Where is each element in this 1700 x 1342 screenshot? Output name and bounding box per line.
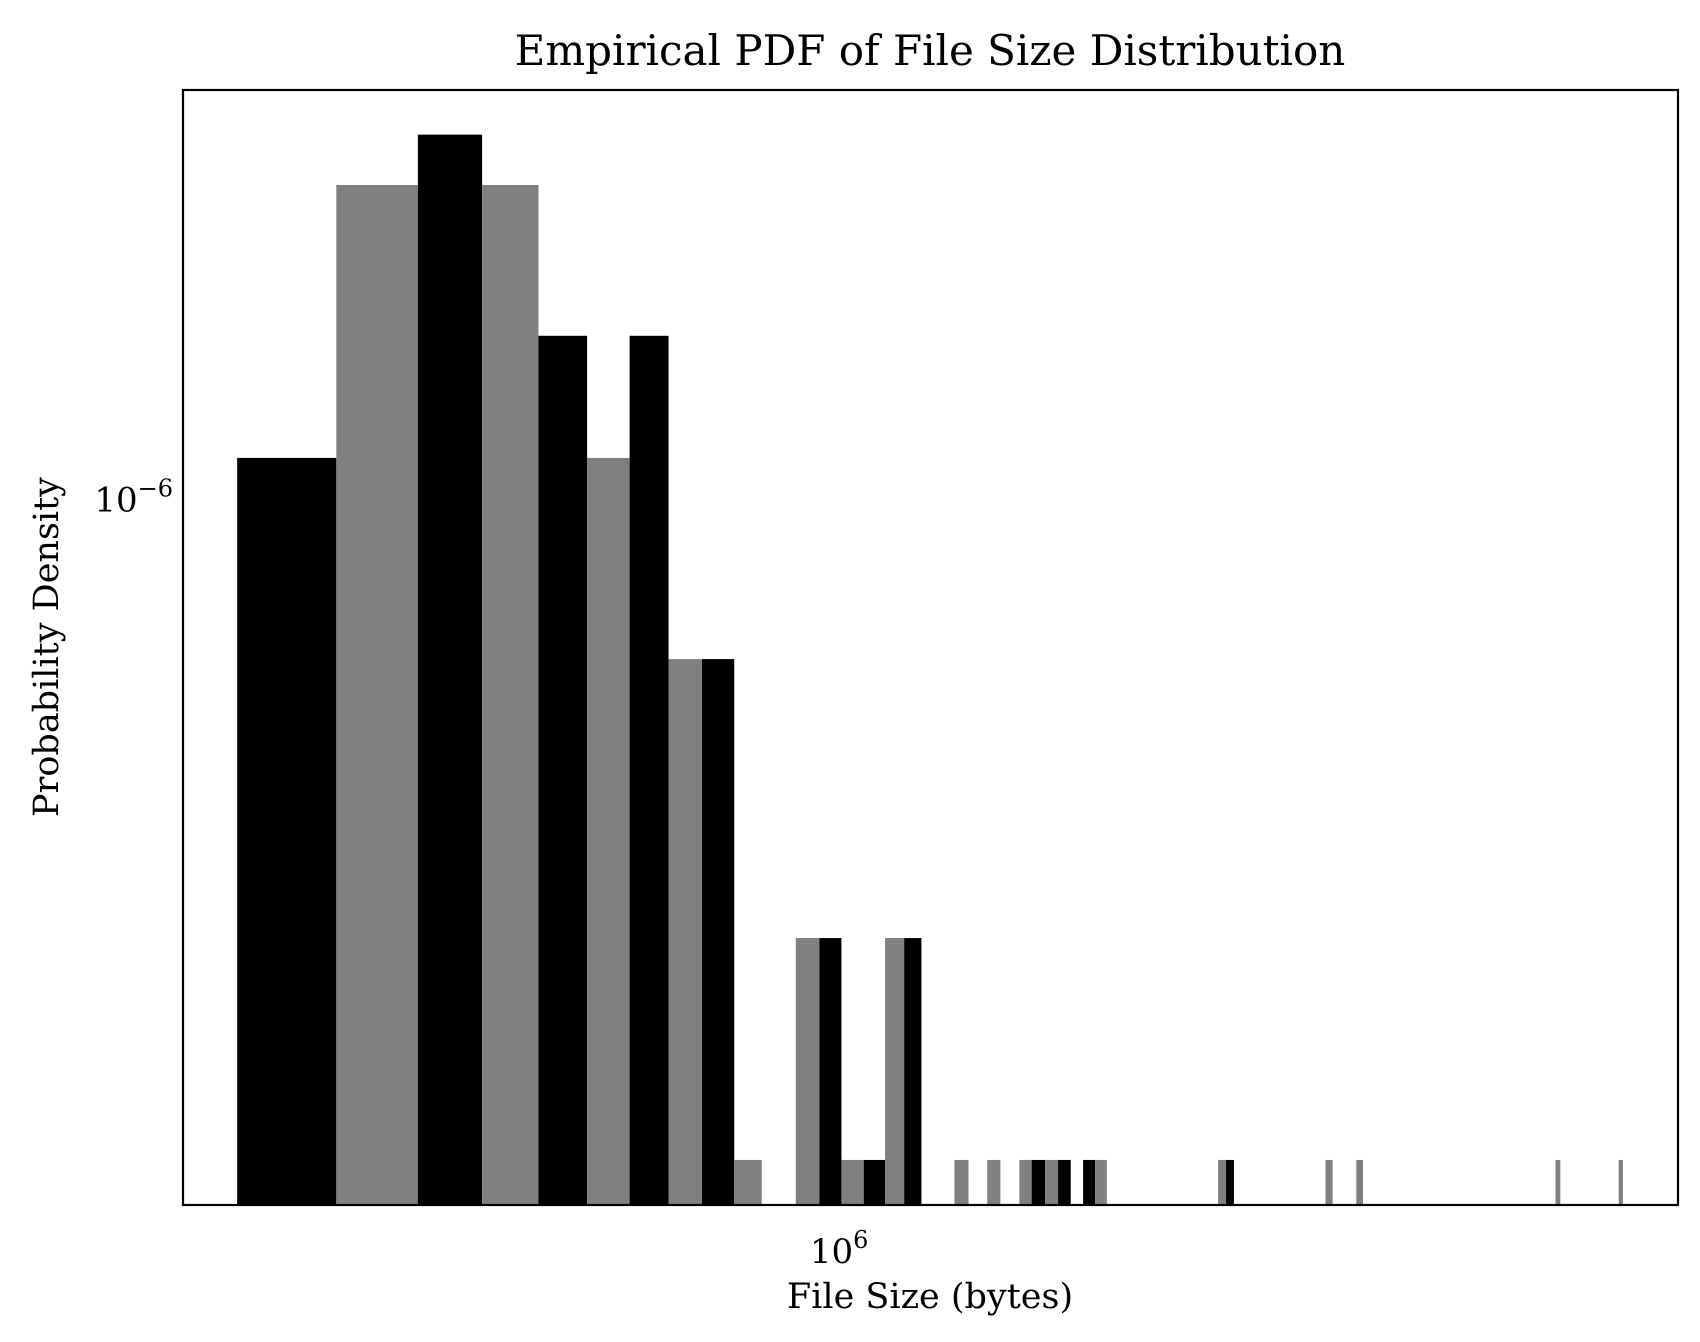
histogram-bar-9 xyxy=(734,1159,762,1205)
histogram-bar-4 xyxy=(538,335,588,1205)
histogram-bar-2 xyxy=(417,134,483,1205)
histogram-bar-16 xyxy=(954,1159,969,1205)
y-tick-label-base-0: 10 xyxy=(94,481,137,521)
histogram-bar-5 xyxy=(587,457,630,1205)
x-tick-label-base-0: 10 xyxy=(810,1232,853,1272)
histogram-bar-21 xyxy=(1058,1159,1071,1205)
y-axis-label: Probability Density xyxy=(27,477,67,817)
histogram-bar-8 xyxy=(701,659,735,1205)
y-tick-label-exponent-0: −6 xyxy=(138,475,173,503)
histogram-bar-15 xyxy=(904,938,922,1205)
histogram-bar-26 xyxy=(1325,1159,1333,1205)
histogram-bar-11 xyxy=(819,938,842,1205)
histogram-bar-6 xyxy=(629,335,669,1205)
histogram-bar-19 xyxy=(1031,1159,1046,1205)
histogram-bar-17 xyxy=(987,1159,1001,1205)
histogram-bar-22 xyxy=(1083,1159,1096,1205)
histogram-bar-0 xyxy=(237,457,337,1205)
histogram-bar-24 xyxy=(1218,1159,1227,1205)
x-axis-label: File Size (bytes) xyxy=(787,1277,1073,1317)
histogram-bar-25 xyxy=(1226,1159,1234,1205)
histogram-bar-12 xyxy=(841,1159,864,1205)
histogram-bar-20 xyxy=(1045,1159,1059,1205)
chart-title: Empirical PDF of File Size Distribution xyxy=(515,26,1346,75)
y-tick-label-0: 10−6 xyxy=(94,475,173,521)
histogram-bar-27 xyxy=(1356,1159,1364,1205)
histogram-bar-23 xyxy=(1095,1159,1107,1205)
histogram-bar-1 xyxy=(336,184,418,1206)
histogram-bar-18 xyxy=(1019,1159,1032,1205)
histogram-bar-7 xyxy=(668,659,702,1205)
histogram-bar-29 xyxy=(1618,1159,1623,1205)
histogram-bar-10 xyxy=(795,938,820,1205)
histogram-bar-3 xyxy=(482,184,539,1206)
histogram-bar-28 xyxy=(1555,1159,1561,1205)
histogram-bars xyxy=(237,134,1623,1206)
histogram-bar-13 xyxy=(863,1159,886,1205)
histogram-bar-14 xyxy=(885,938,905,1205)
plot-frame xyxy=(181,88,1680,1207)
x-tick-label-exponent-0: 6 xyxy=(853,1226,868,1254)
x-tick-label-0: 106 xyxy=(810,1226,869,1272)
